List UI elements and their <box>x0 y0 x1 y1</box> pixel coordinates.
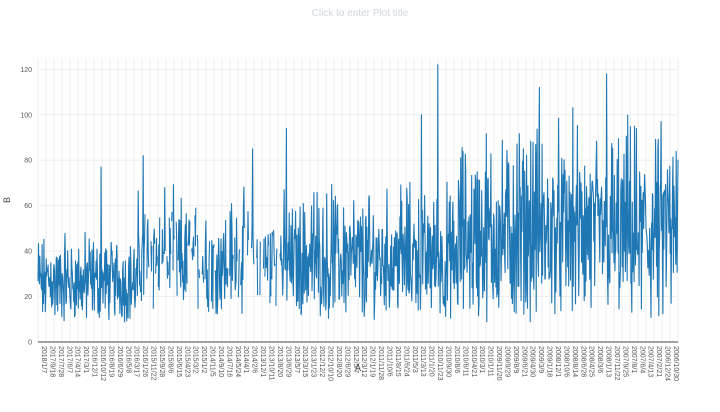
x-axis-title: A <box>355 363 361 373</box>
x-tick-label: 2009/6/21 <box>520 346 527 377</box>
x-tick-label: 2010/4/21 <box>470 346 477 377</box>
x-tick-label: 2007/2/21 <box>655 346 662 377</box>
x-tick-label: 2014/9/10 <box>217 346 224 377</box>
x-tick-label: 2012/12/2 <box>318 346 325 377</box>
x-tick-label: 2006/12/24 <box>664 346 671 381</box>
x-tick-label: 2009/8/9 <box>512 346 519 373</box>
x-tick-label: 2017/9/18 <box>48 346 55 377</box>
x-tick-label: 2009/1/18 <box>546 346 553 377</box>
x-tick-label: 2011/8/15 <box>394 346 401 377</box>
x-tick-label: 2016/3/17 <box>133 346 140 377</box>
x-tick-label: 2013/5/7 <box>293 346 300 373</box>
x-tick-label: 2013/8/20 <box>276 346 283 377</box>
x-tick-label: 2017/3/1 <box>82 346 89 373</box>
y-tick-label: 40 <box>24 249 32 256</box>
x-tick-label: 2016/6/29 <box>116 346 123 377</box>
y-tick-label: 20 <box>24 294 32 301</box>
x-tick-label: 2011/5/3 <box>411 346 418 373</box>
x-tick-label: 2008/1/13 <box>605 346 612 377</box>
x-tick-label: 2007/9/25 <box>621 346 628 377</box>
x-tick-label: 2009/3/9 <box>537 346 544 373</box>
x-tick-label: 2014/7/16 <box>225 346 232 377</box>
x-tick-label: 2016/8/19 <box>107 346 114 377</box>
x-tick-label: 2013/6/29 <box>284 346 291 377</box>
x-tick-label: 2010/1/11 <box>487 346 494 377</box>
series-line <box>37 64 679 323</box>
x-tick-label: 2014/2/6 <box>251 346 258 373</box>
x-tick-label: 2008/12/1 <box>554 346 561 377</box>
x-tick-label: 2012/3/12 <box>360 346 367 377</box>
y-tick-label: 60 <box>24 203 32 210</box>
x-tick-label: 2013/12/1 <box>259 346 266 377</box>
x-tick-label: 2013/3/15 <box>301 346 308 377</box>
x-tick-label: 2012/6/29 <box>343 346 350 377</box>
x-tick-label: 2008/3/6 <box>596 346 603 373</box>
plot-title-placeholder[interactable]: Click to enter Plot title <box>311 8 409 19</box>
x-tick-label: 2017/4/14 <box>74 346 81 377</box>
x-tick-label: 2011/6/24 <box>402 346 409 377</box>
x-tick-label: 2014/4/1 <box>242 346 249 373</box>
x-tick-label: 2017/7/28 <box>57 346 64 377</box>
x-tick-label: 2011/3/13 <box>419 346 426 377</box>
y-axis-title: B <box>2 197 12 203</box>
x-tick-label: 2015/4/23 <box>183 346 190 377</box>
x-tick-label: 2010/9/30 <box>444 346 451 377</box>
x-tick-label: 2007/4/13 <box>647 346 654 377</box>
x-tick-label: 2009/9/29 <box>503 346 510 377</box>
x-tick-label: 2015/8/6 <box>166 346 173 373</box>
x-tick-label: 2012/8/20 <box>335 346 342 377</box>
x-tick-label: 2008/10/6 <box>562 346 569 377</box>
y-tick-label: 80 <box>24 158 32 165</box>
x-tick-label: 2016/12/1 <box>91 346 98 377</box>
x-tick-label: 2009/11/20 <box>495 346 502 381</box>
x-tick-label: 2012/1/19 <box>369 346 376 377</box>
x-tick-label: 2009/4/30 <box>529 346 536 377</box>
x-tick-label: 2018/1/7 <box>40 346 47 373</box>
x-tick-label: 2007/6/4 <box>638 346 645 373</box>
x-tick-label: 2015/11/22 <box>150 346 157 381</box>
x-tick-label: 2010/6/11 <box>461 346 468 377</box>
x-tick-label: 2015/6/15 <box>175 346 182 377</box>
x-tick-label: 2014/11/5 <box>209 346 216 377</box>
x-tick-label: 2011/11/28 <box>377 346 384 380</box>
x-tick-label: 2008/8/14 <box>571 346 578 377</box>
x-tick-label: 2013/1/23 <box>310 346 317 377</box>
x-tick-label: 2008/6/28 <box>579 346 586 377</box>
x-tick-label: 2007/8/1 <box>630 346 637 373</box>
y-tick-label: 120 <box>20 67 32 74</box>
y-tick-label: 100 <box>20 112 32 119</box>
x-tick-label: 2012/10/10 <box>327 346 334 381</box>
x-tick-label: 2006/10/30 <box>672 346 679 381</box>
x-tick-label: 2010/8/6 <box>453 346 460 373</box>
x-tick-label: 2010/11/23 <box>436 346 443 381</box>
x-tick-label: 2010/3/1 <box>478 346 485 373</box>
y-tick-label: 0 <box>28 340 32 347</box>
x-tick-label: 2015/1/2 <box>200 346 207 373</box>
x-tick-label: 2016/1/26 <box>141 346 148 377</box>
x-tick-label: 2016/5/8 <box>124 346 131 373</box>
x-tick-label: 2013/10/11 <box>268 346 275 381</box>
x-tick-label: 2015/3/2 <box>192 346 199 373</box>
x-tick-label: 2017/6/7 <box>65 346 72 373</box>
x-tick-label: 2011/10/6 <box>385 346 392 377</box>
x-tick-label: 2015/9/28 <box>158 346 165 377</box>
x-tick-label: 2008/4/25 <box>588 346 595 377</box>
x-tick-label: 2007/11/22 <box>613 346 620 381</box>
x-tick-label: 2014/5/24 <box>234 346 241 377</box>
x-tick-label: 2011/1/20 <box>428 346 435 377</box>
x-tick-label: 2016/10/12 <box>99 346 106 381</box>
x-tick-label: 2012/5/7 <box>352 346 359 373</box>
